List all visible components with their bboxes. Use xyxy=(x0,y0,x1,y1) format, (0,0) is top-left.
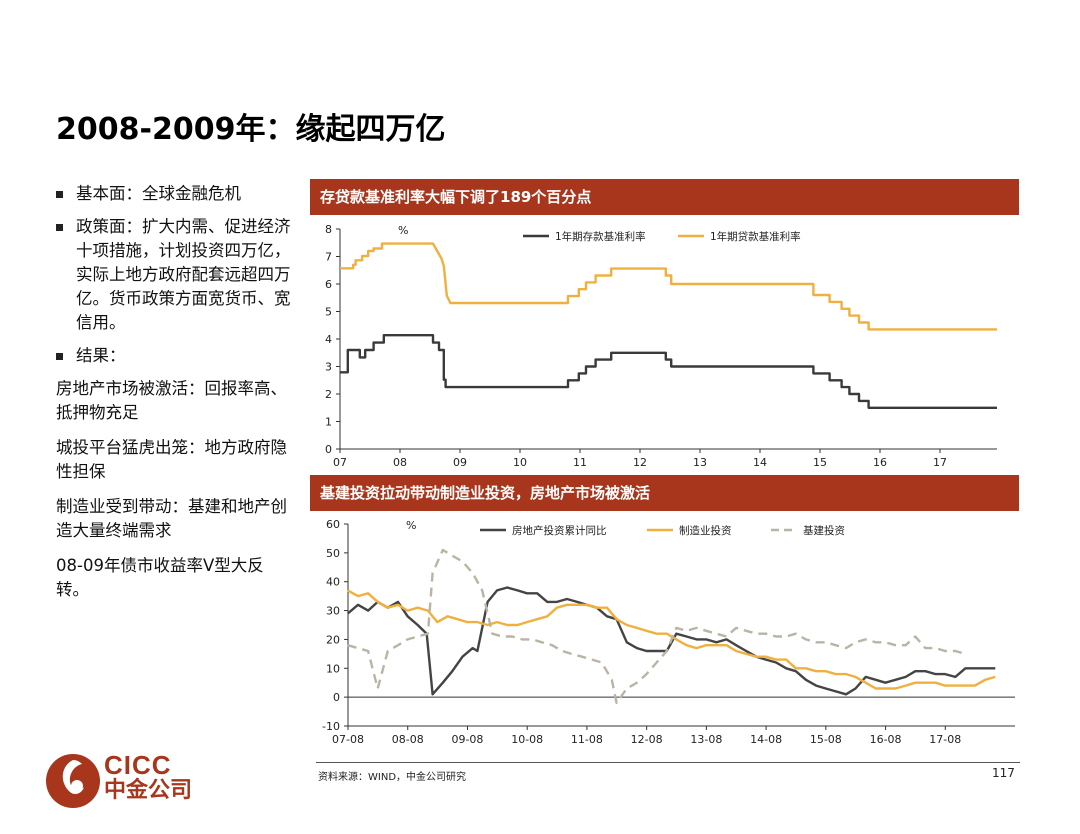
x-tick-label: 13-08 xyxy=(690,733,722,746)
x-tick-label: 16 xyxy=(873,456,887,469)
bullet-text: 政策面：扩大内需、促进经济十项措施，计划投资四万亿，实际上地方政府配套远超四万亿… xyxy=(76,217,291,332)
x-tick-label: 11-08 xyxy=(571,733,603,746)
result-paragraph: 房地产市场被激活：回报率高、抵押物充足 xyxy=(56,379,287,422)
legend-label-3: 基建投资 xyxy=(803,524,845,537)
x-tick-label: 10 xyxy=(513,456,527,469)
x-tick-label: 08-08 xyxy=(392,733,424,746)
y-tick-label: -10 xyxy=(322,720,340,733)
result-paragraph: 制造业受到带动：基建和地产创造大量终端需求 xyxy=(56,497,287,540)
x-tick-label: 17 xyxy=(933,456,947,469)
result-paragraph: 08-09年债市收益率V型大反转。 xyxy=(56,556,264,599)
x-tick-label: 09 xyxy=(453,456,467,469)
y-axis-unit-label: % xyxy=(406,519,416,532)
legend-label-1: 房地产投资累计同比 xyxy=(512,524,607,537)
y-tick-label: 0 xyxy=(325,443,332,456)
left-text-panel: 基本面：全球金融危机 政策面：扩大内需、促进经济十项措施，计划投资四万亿，实际上… xyxy=(56,182,296,613)
x-tick-label: 11 xyxy=(573,456,587,469)
legend-label-2: 1年期贷款基准利率 xyxy=(710,230,801,243)
y-tick-label: 50 xyxy=(326,547,340,560)
bullet-square-icon xyxy=(56,191,63,198)
chart2-title-banner: 基建投资拉动带动制造业投资，房地产市场被激活 xyxy=(310,475,1019,511)
y-tick-label: 10 xyxy=(326,662,340,675)
x-tick-label: 14-08 xyxy=(750,733,782,746)
y-tick-label: 3 xyxy=(325,361,332,374)
y-tick-label: 2 xyxy=(325,388,332,401)
x-tick-label: 12-08 xyxy=(631,733,663,746)
y-tick-label: 4 xyxy=(325,333,332,346)
bullet-text: 基本面：全球金融危机 xyxy=(76,184,241,203)
bullet-item: 政策面：扩大内需、促进经济十项措施，计划投资四万亿，实际上地方政府配套远超四万亿… xyxy=(56,215,296,335)
y-tick-label: 40 xyxy=(326,576,340,589)
x-tick-label: 07 xyxy=(333,456,347,469)
series-line-1 xyxy=(340,334,997,409)
x-tick-label: 07-08 xyxy=(332,733,364,746)
legend-label-1: 1年期存款基准利率 xyxy=(555,230,646,243)
bullet-square-icon xyxy=(56,353,63,360)
x-tick-label: 14 xyxy=(753,456,767,469)
y-tick-label: 0 xyxy=(333,691,340,704)
y-tick-label: 30 xyxy=(326,605,340,618)
y-tick-label: 7 xyxy=(325,251,332,264)
footer-divider xyxy=(316,762,1020,763)
chart1-title-banner: 存贷款基准利率大幅下调了189个百分点 xyxy=(310,179,1019,215)
legend-label-2: 制造业投资 xyxy=(679,524,732,537)
logo-chinese: 中金公司 xyxy=(104,778,193,803)
source-note: 资料来源：WIND，中金公司研究 xyxy=(318,772,467,783)
x-tick-label: 10-08 xyxy=(511,733,543,746)
x-tick-label: 08 xyxy=(393,456,407,469)
series-line-2 xyxy=(340,242,997,331)
y-tick-label: 5 xyxy=(325,306,332,319)
x-tick-label: 15-08 xyxy=(810,733,842,746)
x-tick-label: 16-08 xyxy=(870,733,902,746)
cicc-logo-icon xyxy=(46,754,100,808)
logo-english: CICC xyxy=(104,750,172,780)
bullet-item: 基本面：全球金融危机 xyxy=(56,182,296,206)
slide-title: 2008-2009年：缘起四万亿 xyxy=(56,112,446,147)
y-axis-unit-label: % xyxy=(398,224,408,237)
chart2-investment-growth: -10 0 10 20 30 40 50 60 % 07-08 08-08 09-08 10-08 11-… xyxy=(322,518,1015,746)
y-tick-label: 20 xyxy=(326,633,340,646)
bullet-item: 结果： xyxy=(56,344,296,368)
page-number: 117 xyxy=(992,766,1015,780)
logo-wordmark: CICC 中金公司 xyxy=(104,752,192,803)
result-paragraph: 城投平台猛虎出笼：地方政府隐性担保 xyxy=(56,438,287,481)
bullet-text: 结果： xyxy=(76,346,126,365)
x-tick-label: 09-08 xyxy=(451,733,483,746)
y-tick-label: 1 xyxy=(325,416,332,429)
x-tick-label: 15 xyxy=(813,456,827,469)
y-tick-label: 8 xyxy=(325,223,332,236)
x-tick-label: 12 xyxy=(633,456,647,469)
series-line-3 xyxy=(347,548,966,705)
bullet-square-icon xyxy=(56,224,63,231)
y-tick-label: 60 xyxy=(326,518,340,531)
x-tick-label: 13 xyxy=(693,456,707,469)
y-tick-label: 6 xyxy=(325,278,332,291)
x-tick-label: 17-08 xyxy=(929,733,961,746)
